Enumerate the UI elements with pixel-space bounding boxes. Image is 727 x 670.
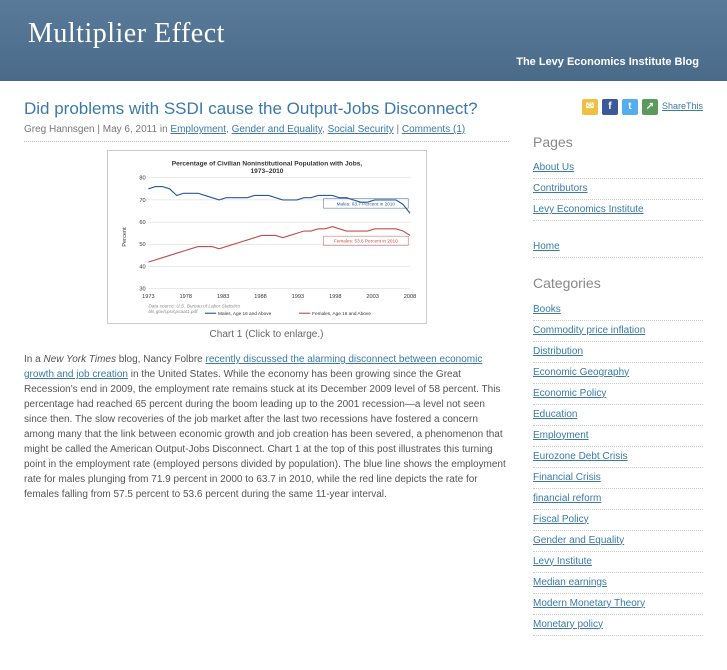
category-link[interactable]: Commodity price inflation [533, 325, 645, 336]
meta-category-link[interactable]: Employment [170, 124, 226, 135]
svg-text:30: 30 [139, 287, 145, 293]
category-link[interactable]: financial reform [533, 493, 601, 504]
svg-text:1993: 1993 [291, 294, 304, 300]
category-link[interactable]: Median earnings [533, 577, 607, 588]
svg-text:50: 50 [139, 242, 145, 248]
category-link[interactable]: Gender and Equality [533, 535, 624, 546]
svg-text:2003: 2003 [366, 294, 379, 300]
sidebar: ✉ f t ↗ ShareThis Pages About Us Contribu… [533, 99, 703, 652]
svg-text:Percentage of Civilian Noninst: Percentage of Civilian Noninstitutional … [171, 160, 362, 167]
home-list: Home [533, 237, 703, 258]
mail-icon[interactable]: ✉ [582, 99, 598, 115]
home-link[interactable]: Home [533, 241, 560, 252]
category-link[interactable]: Economic Geography [533, 367, 629, 378]
category-link[interactable]: Eurozone Debt Crisis [533, 451, 627, 462]
post-title[interactable]: Did problems with SSDI cause the Output-… [24, 99, 509, 119]
chart-caption: Chart 1 (Click to enlarge.) [24, 328, 509, 342]
category-link[interactable]: Modern Monetary Theory [533, 598, 645, 609]
sharethis-link[interactable]: ShareThis [662, 100, 703, 113]
svg-text:1998: 1998 [329, 294, 342, 300]
meta-category-link[interactable]: Gender and Equality [232, 124, 322, 135]
post-meta: Greg Hannsgen | May 6, 2011 in Employmen… [24, 123, 509, 142]
page-link[interactable]: Levy Economics Institute [533, 204, 644, 215]
category-link[interactable]: Books [533, 304, 561, 315]
meta-category-link[interactable]: Social Security [328, 124, 394, 135]
svg-text:Males, Age 16 and Above: Males, Age 16 and Above [218, 311, 272, 316]
share-bar: ✉ f t ↗ ShareThis [533, 99, 703, 115]
comments-link[interactable]: Comments (1) [402, 124, 465, 135]
svg-text:1973: 1973 [142, 294, 155, 300]
svg-text:Females, Age 16 and Above: Females, Age 16 and Above [312, 311, 371, 316]
svg-text:bls.gov/cps/cpsaat1.pdf: bls.gov/cps/cpsaat1.pdf [148, 309, 198, 314]
site-subtitle: The Levy Economics Institute Blog [28, 55, 699, 70]
category-link[interactable]: Monetary policy [533, 619, 603, 630]
category-link[interactable]: Distribution [533, 346, 583, 357]
category-link[interactable]: Economic Policy [533, 388, 606, 399]
svg-text:70: 70 [139, 198, 145, 204]
svg-text:1973–2010: 1973–2010 [250, 168, 283, 175]
post-date: May 6, 2011 [103, 124, 157, 135]
site-header: Multiplier Effect The Levy Economics Ins… [0, 0, 727, 81]
pages-list: About Us Contributors Levy Economics Insti… [533, 158, 703, 221]
svg-text:Males: 63.7 Percent in 2010: Males: 63.7 Percent in 2010 [336, 201, 395, 206]
pages-heading: Pages [533, 133, 703, 153]
page-link[interactable]: About Us [533, 162, 574, 173]
svg-text:1988: 1988 [254, 294, 267, 300]
post-author: Greg Hannsgen [24, 124, 95, 135]
main-column: Did problems with SSDI cause the Output-… [24, 99, 509, 652]
categories-heading: Categories [533, 274, 703, 294]
category-link[interactable]: Employment [533, 430, 589, 441]
post-body: In a New York Times blog, Nancy Folbre r… [24, 352, 509, 502]
page-link[interactable]: Contributors [533, 183, 587, 194]
svg-text:40: 40 [139, 264, 145, 270]
svg-text:Data source: U.S. Bureau of La: Data source: U.S. Bureau of Labor Statis… [148, 304, 241, 309]
svg-text:Percent: Percent [121, 227, 127, 247]
category-link[interactable]: Fiscal Policy [533, 514, 589, 525]
category-link[interactable]: Financial Crisis [533, 472, 601, 483]
sharethis-icon[interactable]: ↗ [642, 99, 658, 115]
svg-text:60: 60 [139, 220, 145, 226]
twitter-icon[interactable]: t [622, 99, 638, 115]
svg-text:80: 80 [139, 176, 145, 182]
facebook-icon[interactable]: f [602, 99, 618, 115]
svg-text:1978: 1978 [179, 294, 192, 300]
category-link[interactable]: Education [533, 409, 577, 420]
svg-text:2008: 2008 [403, 294, 416, 300]
categories-list: Books Commodity price inflation Distributi… [533, 300, 703, 636]
svg-text:1983: 1983 [216, 294, 229, 300]
svg-text:Females: 53.6 Percent in 2010: Females: 53.6 Percent in 2010 [333, 239, 397, 244]
chart-thumbnail[interactable]: Percentage of Civilian Noninstitutional … [107, 150, 427, 324]
site-title[interactable]: Multiplier Effect [28, 14, 699, 53]
category-link[interactable]: Levy Institute [533, 556, 592, 567]
